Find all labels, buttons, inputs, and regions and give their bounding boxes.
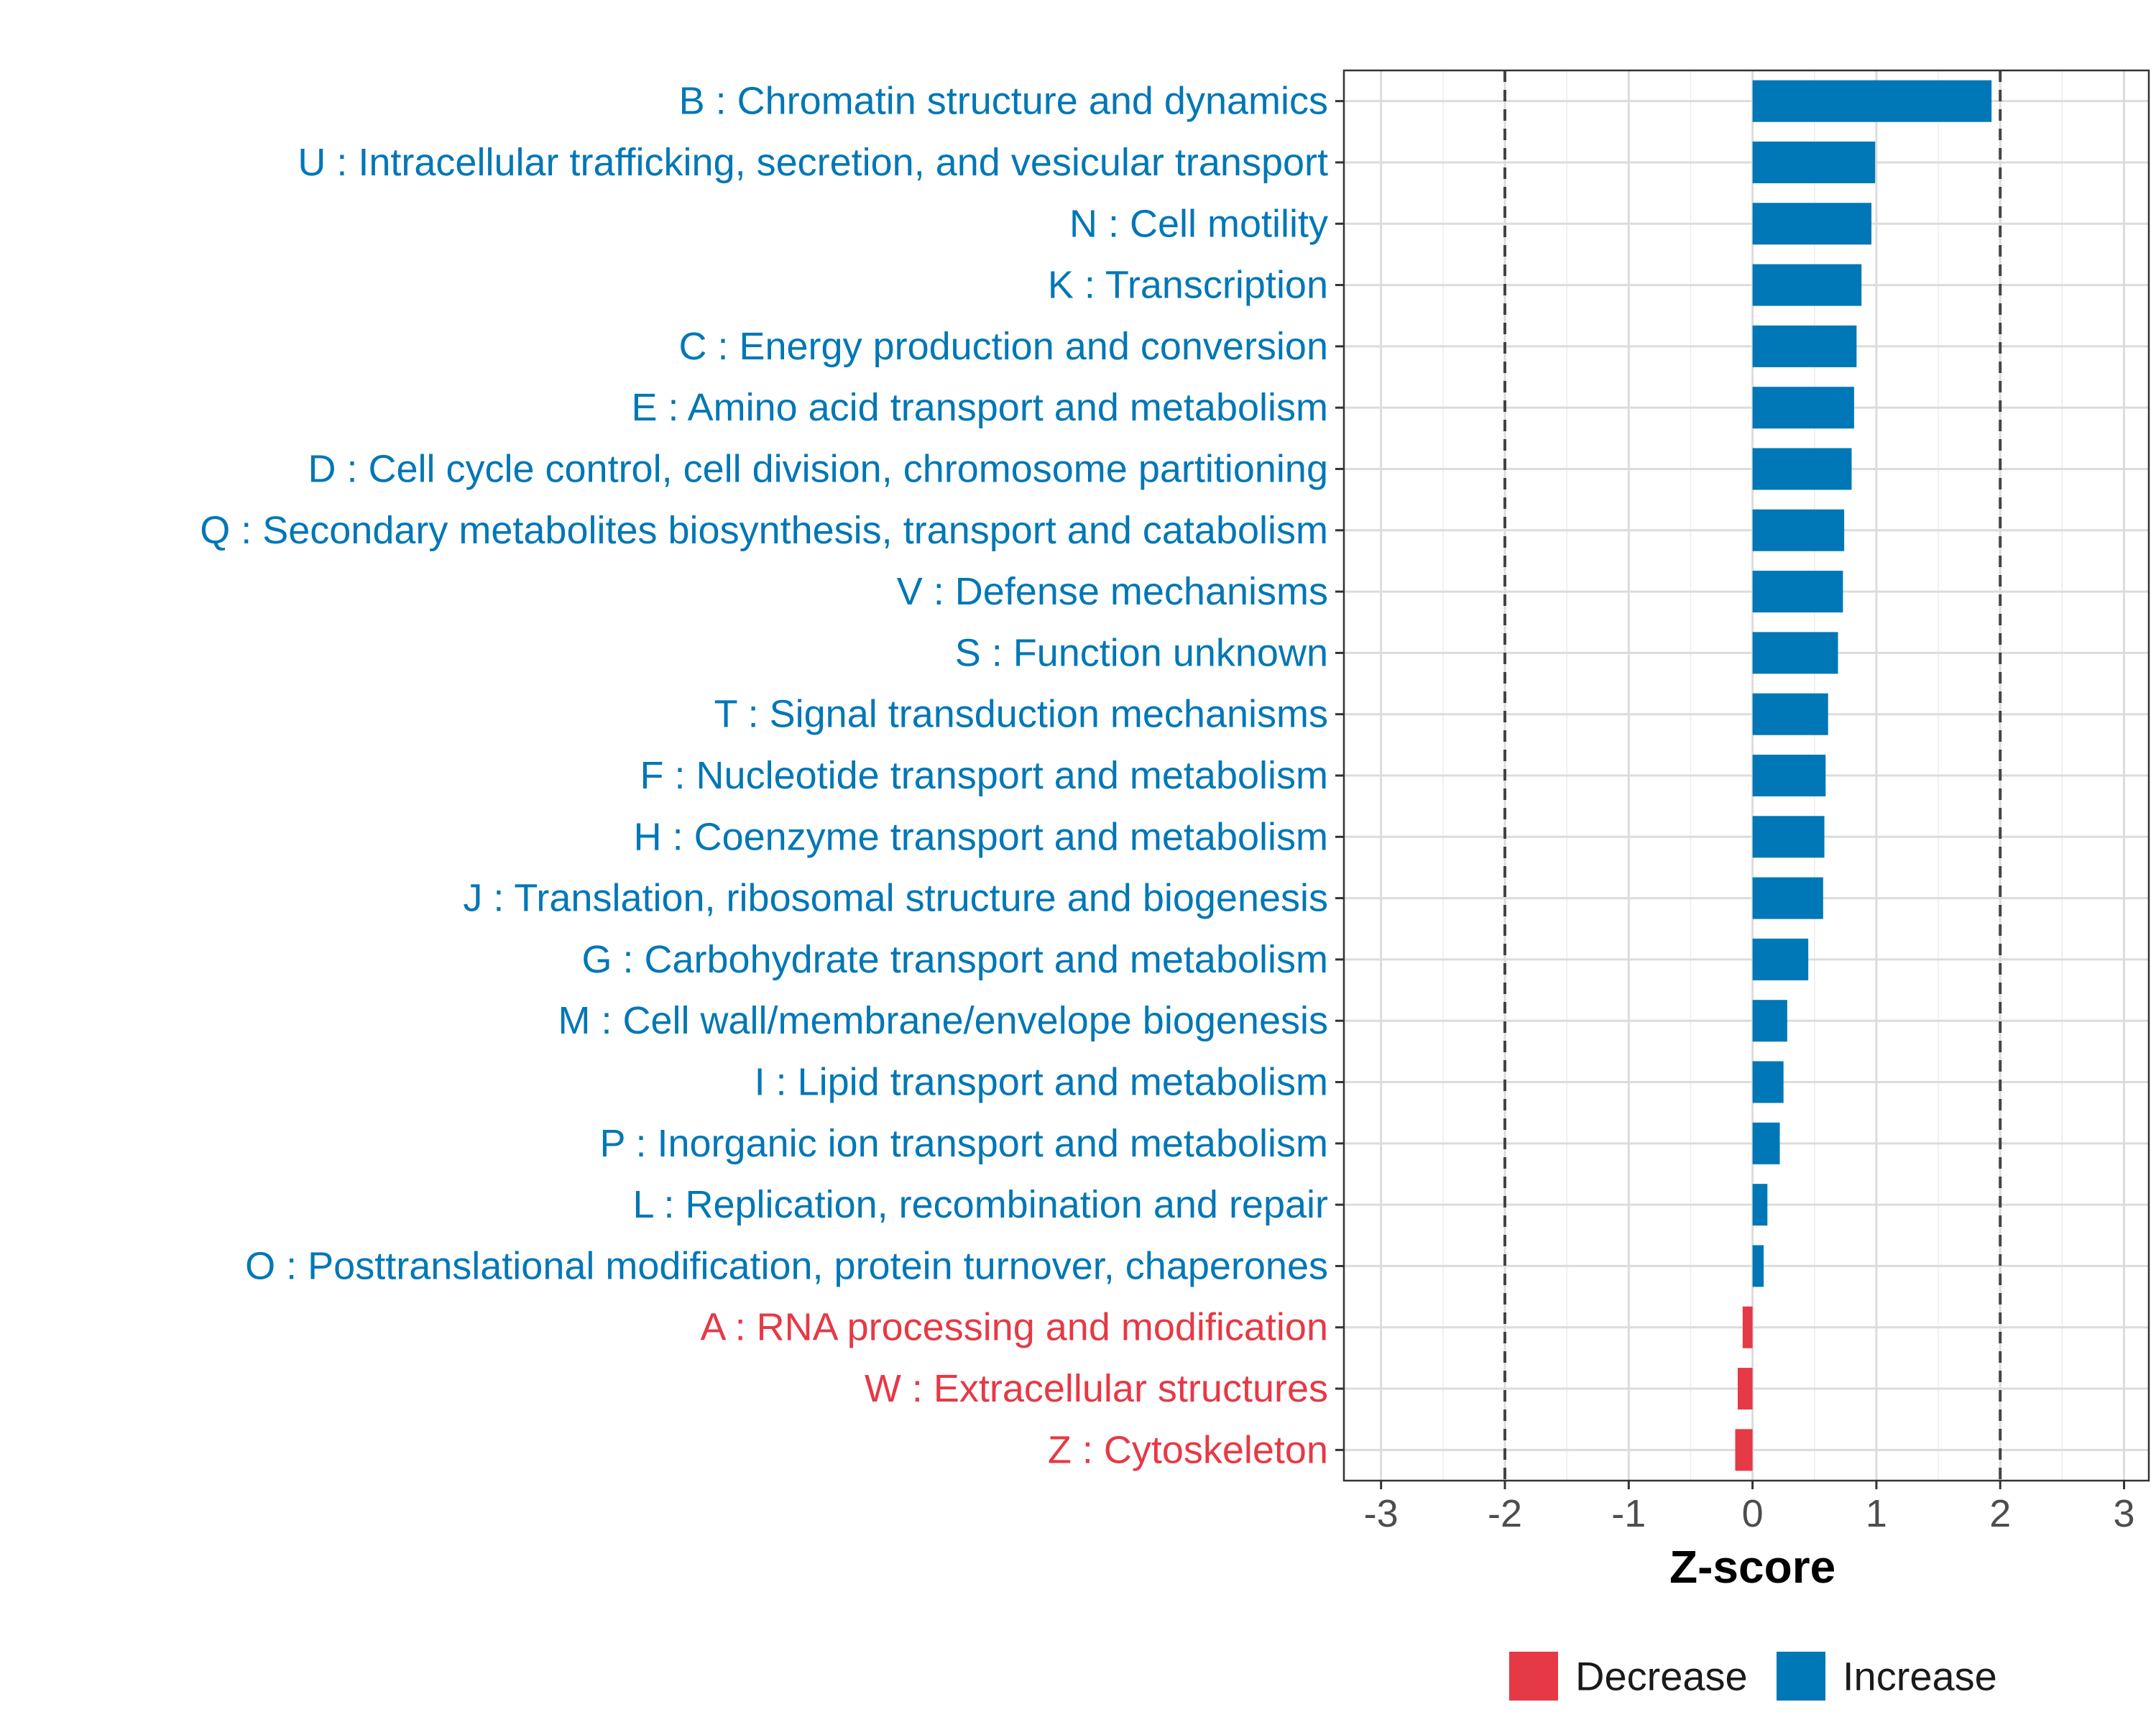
y-tick-label: L : Replication, recombination and repai… (632, 1183, 1328, 1226)
bar-t (1752, 693, 1828, 735)
axes: B : Chromatin structure and dynamics U : … (200, 80, 2134, 1535)
y-tick-label: M : Cell wall/membrane/envelope biogenes… (558, 999, 1328, 1042)
legend-label-increase: Increase (1843, 1654, 1997, 1699)
y-tick-label: K : Transcription (1048, 264, 1328, 307)
bar-n (1752, 203, 1872, 245)
y-tick-label: S : Function unknown (955, 631, 1328, 674)
y-tick-label: D : Cell cycle control, cell division, c… (308, 447, 1328, 490)
bar-u (1752, 141, 1876, 183)
threshold-lines (1503, 70, 2002, 1481)
y-tick-label: F : Nucleotide transport and metabolism (640, 754, 1328, 797)
bar-k (1752, 264, 1862, 306)
bar-a (1742, 1306, 1753, 1348)
x-tick-label: 2 (1989, 1492, 2011, 1535)
y-tick-label: G : Carbohydrate transport and metabolis… (582, 938, 1329, 981)
y-tick-label: I : Lipid transport and metabolism (755, 1061, 1328, 1104)
bar-f (1752, 754, 1826, 797)
y-tick-label: W : Extracellular structures (865, 1367, 1328, 1410)
y-tick-label: C : Energy production and conversion (678, 325, 1328, 368)
bar-v (1752, 571, 1843, 613)
bar-q (1752, 509, 1845, 551)
y-tick-label: N : Cell motility (1069, 202, 1328, 245)
x-tick-label: -2 (1488, 1492, 1522, 1535)
bar-c (1752, 325, 1857, 367)
y-tick-label: Z : Cytoskeleton (1048, 1428, 1328, 1471)
bar-i (1752, 1061, 1784, 1103)
y-tick-label: Q : Secondary metabolites biosynthesis, … (200, 509, 1328, 552)
bar-z (1735, 1429, 1753, 1471)
bar-b (1752, 80, 1992, 122)
bar-m (1752, 1000, 1787, 1042)
x-tick-label: 1 (1866, 1492, 1887, 1535)
y-tick-label: A : RNA processing and modification (701, 1306, 1328, 1349)
bar-o (1752, 1245, 1764, 1287)
bars (1735, 80, 1992, 1471)
y-tick-label: B : Chromatin structure and dynamics (679, 80, 1328, 123)
bar-d (1752, 448, 1852, 490)
bar-l (1752, 1184, 1768, 1226)
bar-p (1752, 1122, 1780, 1164)
x-tick-label: 0 (1742, 1492, 1764, 1535)
legend-label-decrease: Decrease (1575, 1654, 1748, 1699)
y-tick-label: O : Posttranslational modification, prot… (245, 1244, 1328, 1287)
bar-h (1752, 816, 1825, 858)
legend-swatch-decrease (1509, 1652, 1558, 1701)
x-tick-label: -3 (1364, 1492, 1399, 1535)
y-tick-label: T : Signal transduction mechanisms (714, 693, 1328, 736)
x-tick-label: -1 (1611, 1492, 1646, 1535)
bar-w (1737, 1368, 1753, 1410)
bar-e (1752, 387, 1854, 429)
bar-g (1752, 938, 1809, 980)
legend-swatch-increase (1777, 1652, 1825, 1701)
y-tick-label: V : Defense mechanisms (897, 570, 1328, 613)
y-tick-label: U : Intracellular trafficking, secretion… (298, 141, 1328, 184)
x-tick-label: 3 (2114, 1492, 2135, 1535)
y-tick-label: E : Amino acid transport and metabolism (632, 386, 1328, 429)
legend: Decrease Increase (1509, 1652, 1997, 1701)
bar-s (1752, 632, 1838, 674)
y-tick-label: J : Translation, ribosomal structure and… (463, 877, 1328, 920)
bar-j (1752, 877, 1823, 919)
y-tick-label: H : Coenzyme transport and metabolism (634, 815, 1328, 858)
y-tick-label: P : Inorganic ion transport and metaboli… (599, 1122, 1328, 1165)
x-axis-title: Z-score (1669, 1541, 1835, 1593)
